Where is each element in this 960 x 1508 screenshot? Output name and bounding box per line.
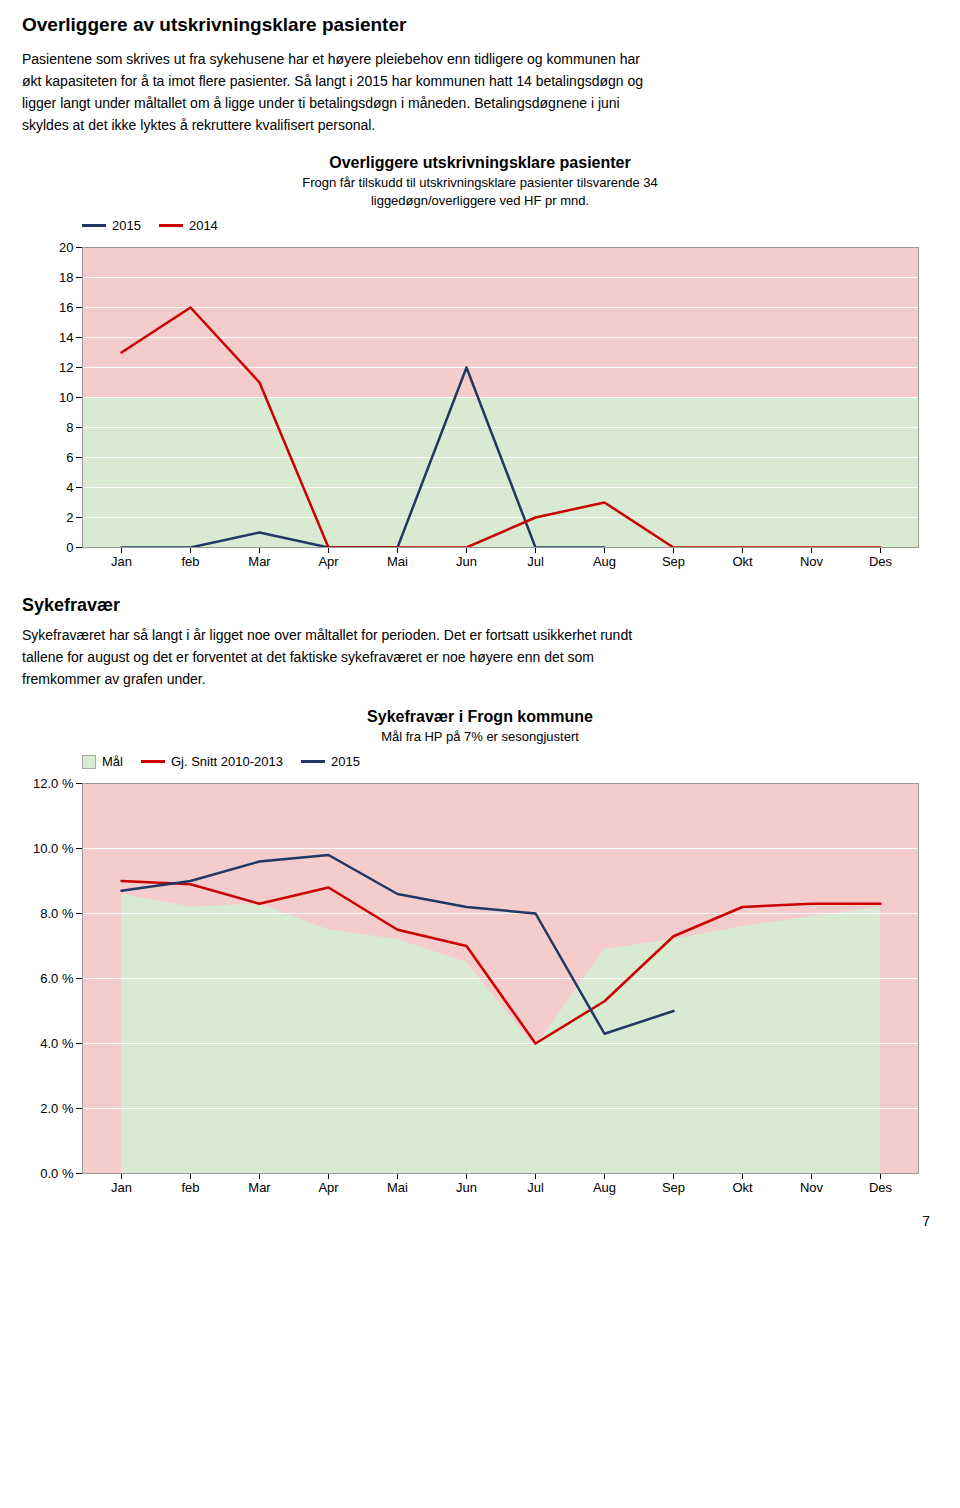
- svg-text:Jul: Jul: [527, 1180, 544, 1195]
- svg-text:12: 12: [59, 360, 73, 375]
- svg-text:8.0 %: 8.0 %: [40, 906, 74, 921]
- svg-text:Sep: Sep: [662, 554, 685, 569]
- html-text:tallene for august og det er f: tallene for august og det er forventet a…: [22, 649, 594, 665]
- html-text:fremkommer av grafen under.: fremkommer av grafen under.: [22, 671, 206, 687]
- svg-text:2.0 %: 2.0 %: [40, 1101, 74, 1116]
- html-text:økt kapasiteten for å ta imot: økt kapasiteten for å ta imot flere pasi…: [22, 73, 643, 89]
- html-text:Pasientene som skrives ut fra: Pasientene som skrives ut fra sykehusene…: [22, 51, 640, 67]
- svg-text:Des: Des: [869, 1180, 893, 1195]
- html-text:Gj. Snitt 2010-2013: Gj. Snitt 2010-2013: [171, 754, 283, 769]
- svg-text:Sep: Sep: [662, 1180, 685, 1195]
- html-text:Sykefravær: Sykefravær: [22, 595, 121, 615]
- svg-text:Des: Des: [869, 554, 893, 569]
- html-text:ligger langt under måltallet o: ligger langt under måltallet om å ligge …: [22, 95, 620, 111]
- svg-text:6: 6: [66, 450, 73, 465]
- svg-text:10.0 %: 10.0 %: [33, 841, 74, 856]
- html-text:Mål: Mål: [102, 754, 123, 769]
- svg-text:Jun: Jun: [456, 554, 477, 569]
- html-text:Frogn får tilskudd til utskriv: Frogn får tilskudd til utskrivningsklare…: [302, 175, 658, 208]
- svg-text:14: 14: [59, 330, 73, 345]
- html-text:Overliggere utskrivningsklare: Overliggere utskrivningsklare pasienter: [329, 154, 631, 171]
- svg-text:18: 18: [59, 270, 73, 285]
- svg-text:10: 10: [59, 390, 73, 405]
- svg-text:16: 16: [59, 300, 73, 315]
- html-text:2015: 2015: [112, 218, 141, 233]
- svg-text:Mai: Mai: [387, 554, 408, 569]
- svg-text:Jan: Jan: [111, 1180, 132, 1195]
- html-text:Mål fra HP på 7% er sesongjust: Mål fra HP på 7% er sesongjustert: [381, 729, 579, 744]
- svg-text:0: 0: [66, 540, 73, 555]
- svg-text:Mai: Mai: [387, 1180, 408, 1195]
- svg-text:Apr: Apr: [318, 1180, 339, 1195]
- svg-text:Jul: Jul: [527, 554, 544, 569]
- svg-text:Okt: Okt: [732, 554, 753, 569]
- svg-text:4: 4: [66, 480, 73, 495]
- svg-text:0.0 %: 0.0 %: [40, 1166, 74, 1181]
- svg-text:12.0 %: 12.0 %: [33, 776, 74, 791]
- svg-text:Mar: Mar: [248, 1180, 271, 1195]
- svg-text:Aug: Aug: [593, 1180, 616, 1195]
- svg-text:Jan: Jan: [111, 554, 132, 569]
- html-text:7: 7: [922, 1213, 930, 1229]
- svg-text:Nov: Nov: [800, 554, 824, 569]
- svg-text:Nov: Nov: [800, 1180, 824, 1195]
- svg-text:Aug: Aug: [593, 554, 616, 569]
- html-text:Sykefraværet har så langt i år: Sykefraværet har så langt i år ligget no…: [22, 627, 633, 643]
- svg-text:20: 20: [59, 240, 73, 255]
- svg-text:4.0 %: 4.0 %: [40, 1036, 74, 1051]
- html-text:Sykefravær i Frogn kommune: Sykefravær i Frogn kommune: [367, 708, 593, 725]
- svg-text:Okt: Okt: [732, 1180, 753, 1195]
- html-text:2014: 2014: [188, 218, 218, 233]
- svg-text:6.0 %: 6.0 %: [40, 971, 74, 986]
- html-text:skyldes at det ikke lyktes å r: skyldes at det ikke lyktes å rekruttere …: [22, 117, 376, 133]
- html-text:2015: 2015: [331, 754, 360, 769]
- svg-text:Apr: Apr: [318, 554, 339, 569]
- svg-text:feb: feb: [181, 554, 199, 569]
- svg-text:8: 8: [66, 420, 73, 435]
- html-text:Overliggere av utskrivningskla: Overliggere av utskrivningsklare pasient…: [22, 14, 407, 35]
- svg-text:2: 2: [66, 510, 73, 525]
- svg-text:feb: feb: [181, 1180, 199, 1195]
- svg-text:Jun: Jun: [456, 1180, 477, 1195]
- svg-text:Mar: Mar: [248, 554, 271, 569]
